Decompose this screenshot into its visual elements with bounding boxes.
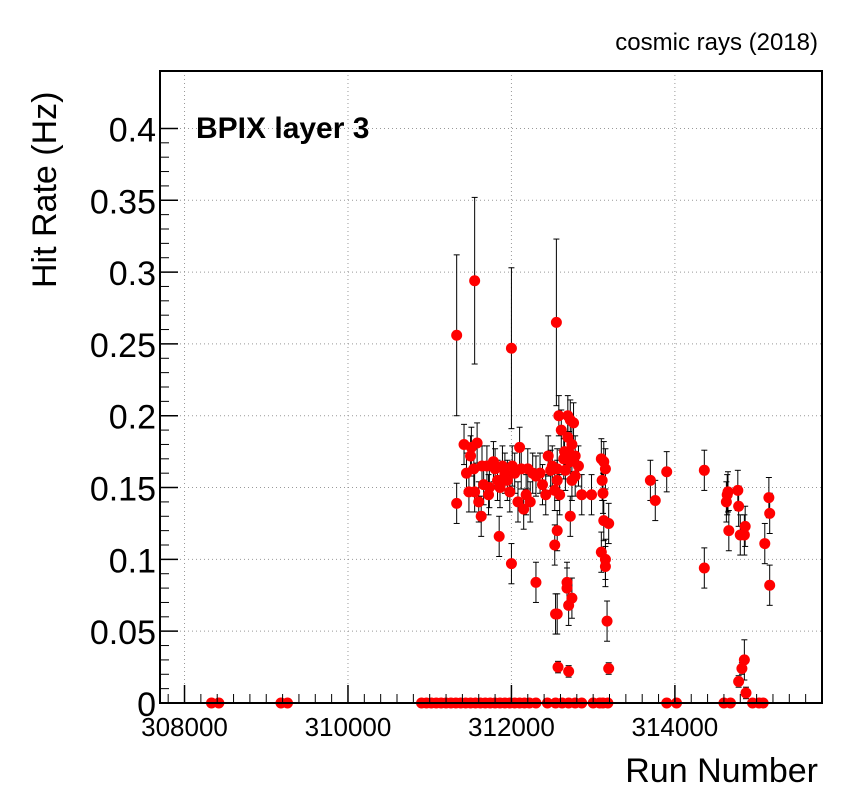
x-axis: 308000 310000 312000 314000 xyxy=(141,685,807,742)
data-point xyxy=(469,486,481,498)
x-tick-label: 314000 xyxy=(632,712,719,742)
data-point xyxy=(563,665,575,677)
data-point xyxy=(559,464,571,476)
chart-title: cosmic rays (2018) xyxy=(615,29,818,56)
data-point xyxy=(524,496,536,508)
data-point xyxy=(566,592,578,604)
data-point xyxy=(759,538,771,550)
data-point xyxy=(569,470,581,482)
data-point xyxy=(576,489,588,501)
data-point xyxy=(698,562,710,574)
y-tick-label: 0.3 xyxy=(109,255,156,293)
data-point xyxy=(551,474,563,486)
y-tick-label: 0.15 xyxy=(90,471,156,509)
data-point xyxy=(542,450,554,462)
data-point xyxy=(501,474,513,486)
data-point xyxy=(536,479,548,491)
data-point xyxy=(559,446,571,458)
y-tick-label: 0.35 xyxy=(90,183,156,221)
data-point xyxy=(733,500,745,512)
data-point xyxy=(739,520,751,532)
data-point xyxy=(550,608,562,620)
data-point xyxy=(550,316,562,328)
y-tick-label: 0.25 xyxy=(90,327,156,365)
data-point xyxy=(475,510,487,522)
data-point xyxy=(518,503,530,515)
data-point xyxy=(564,510,576,522)
data-point xyxy=(764,579,776,591)
data-point xyxy=(601,615,613,627)
data-point xyxy=(530,576,542,588)
data-point xyxy=(764,507,776,519)
data-point xyxy=(564,414,576,426)
data-point xyxy=(534,467,546,479)
data-point xyxy=(723,525,735,537)
data-point xyxy=(473,496,485,508)
data-point xyxy=(722,486,734,498)
data-point xyxy=(505,342,517,354)
data-point xyxy=(586,489,598,501)
data-point xyxy=(561,582,573,594)
data-point xyxy=(551,463,563,475)
data-point xyxy=(555,424,567,436)
data-point xyxy=(596,474,608,486)
data-point xyxy=(649,494,661,506)
data-point xyxy=(551,525,563,537)
data-point xyxy=(566,438,578,450)
plot-background xyxy=(160,71,822,703)
data-point xyxy=(514,441,526,453)
data-point xyxy=(504,486,516,498)
data-point xyxy=(549,539,561,551)
data-point xyxy=(540,489,552,501)
data-point xyxy=(698,464,710,476)
data-point xyxy=(494,482,506,494)
data-point xyxy=(554,489,566,501)
data-point xyxy=(736,663,748,675)
y-axis: 0 0.05 0.1 0.15 0.2 0.25 0.3 0.35 0.4 xyxy=(90,111,178,724)
y-tick-label: 0 xyxy=(137,686,156,724)
data-point xyxy=(469,275,481,287)
data-point xyxy=(483,482,495,494)
data-point xyxy=(732,484,744,496)
data-point xyxy=(552,661,564,673)
data-point xyxy=(471,437,483,449)
data-point xyxy=(505,558,517,570)
data-point xyxy=(465,450,477,462)
data-point xyxy=(451,329,463,341)
x-tick-label: 310000 xyxy=(305,712,392,742)
data-point xyxy=(493,530,505,542)
data-point xyxy=(597,487,609,499)
data-point xyxy=(661,466,673,478)
data-point xyxy=(763,492,775,504)
x-axis-label: Run Number xyxy=(625,752,818,790)
x-tick-label: 308000 xyxy=(141,712,228,742)
y-tick-label: 0.1 xyxy=(109,542,156,580)
data-point xyxy=(738,654,750,666)
data-point xyxy=(599,463,611,475)
x-tick-label: 312000 xyxy=(468,712,555,742)
y-tick-label: 0.2 xyxy=(109,399,156,437)
data-point xyxy=(553,410,565,422)
y-axis-label: Hit Rate (Hz) xyxy=(26,92,64,288)
y-tick-label: 0.05 xyxy=(90,614,156,652)
data-point xyxy=(733,675,745,687)
data-point xyxy=(603,517,615,529)
data-point xyxy=(572,460,584,472)
data-point xyxy=(740,687,752,699)
data-point xyxy=(569,450,581,462)
data-point xyxy=(451,497,463,509)
data-point xyxy=(644,474,656,486)
data-point xyxy=(603,663,615,675)
annotation-label: BPIX layer 3 xyxy=(196,112,369,145)
y-tick-label: 0.4 xyxy=(109,111,156,149)
data-point xyxy=(738,529,750,541)
data-point xyxy=(599,561,611,573)
